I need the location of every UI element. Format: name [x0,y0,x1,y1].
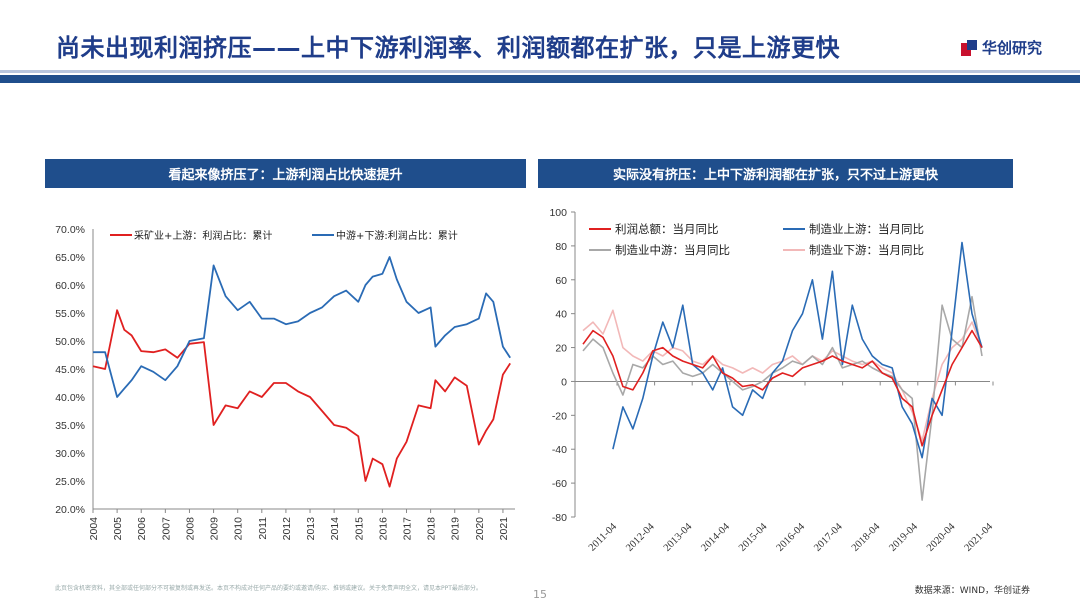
x-tick-label: 2007 [160,517,172,541]
y-tick-label: -60 [552,478,567,490]
data-source: 数据来源：WIND，华创证券 [914,586,1030,596]
series-line-1 [93,256,511,398]
y-tick-label: 65.0% [55,252,85,264]
series-line-0 [582,329,983,447]
header-thin-rule [0,70,1080,73]
logo-mark-icon [960,39,977,56]
y-tick-label: 40.0% [55,392,85,404]
y-tick-label: 70.0% [55,224,85,236]
x-tick-label: 2010 [233,517,245,541]
series-line-1 [612,241,983,459]
x-tick-label: 2016-04 [775,521,808,554]
y-tick-label: 50.0% [55,336,85,348]
x-tick-label: 2020 [474,517,486,541]
page-title: 尚未出现利润挤压——上中下游利润率、利润额都在扩张，只是上游更快 [56,34,840,62]
logo-text: 华创研究 [981,39,1042,57]
y-tick-label: 40 [555,309,567,321]
legend-label-1: 制造业上游：当月同比 [809,222,924,236]
y-tick-label: 35.0% [55,420,85,432]
x-tick-label: 2019 [450,517,462,541]
y-tick-label: 30.0% [55,448,85,460]
y-tick-label: 20 [555,343,567,355]
x-tick-label: 2011 [257,517,269,540]
y-tick-label: 55.0% [55,308,85,320]
x-tick-label: 2018-04 [850,521,883,554]
legend-label-1: 中游+下游:利润占比：累计 [336,229,458,242]
chart-profit-share: 20.0% 25.0% 30.0% 35.0% 40.0% 45.0% 50.0% 55.0%… [55,224,515,541]
x-tick-label: 2019-04 [887,521,920,554]
x-tick-label: 2009 [209,517,221,541]
y-tick-label: -20 [552,410,567,422]
x-tick-label: 2013-04 [662,521,695,554]
x-tick-label: 2021 [498,517,510,541]
x-tick-label: 2004 [88,517,100,541]
x-tick-label: 2020-04 [925,521,958,554]
legend-label-0: 利润总额：当月同比 [615,222,719,236]
x-tick-label: 2012-04 [624,521,657,554]
x-tick-label: 2012 [281,517,293,541]
x-tick-label: 2015 [353,517,365,541]
y-tick-label: 0 [561,376,567,388]
x-tick-label: 2017-04 [812,521,845,554]
header-rule [0,75,1080,83]
legend-label-0: 采矿业+上游：利润占比：累计 [134,229,272,242]
x-tick-label: 2018 [426,517,438,541]
y-tick-label: 60.0% [55,280,85,292]
x-tick-label: 2016 [377,517,389,541]
legend-label-2: 制造业中游：当月同比 [615,243,730,257]
x-tick-label: 2017 [401,517,413,541]
y-tick-label: 60 [555,275,567,287]
x-tick-label: 2014-04 [699,521,732,554]
x-tick-label: 2015-04 [737,521,770,554]
x-tick-label: 2021-04 [963,521,996,554]
x-tick-label: 2005 [112,517,124,541]
y-tick-label: -80 [552,512,567,524]
disclaimer: 此页包含机密资料，其全部或任何部分不可被复制或再发送。本页不构成对任何产品的要约… [55,585,482,592]
page-number: 15 [533,588,547,601]
x-tick-label: 2011-04 [587,521,620,554]
logo: 华创研究 [960,37,1042,58]
x-tick-label: 2014 [329,517,341,541]
x-tick-label: 2006 [136,517,148,541]
x-tick-label: 2008 [184,517,196,541]
x-tick-label: 2013 [305,517,317,541]
y-tick-label: 25.0% [55,476,85,488]
y-tick-label: 20.0% [55,504,85,516]
y-tick-label: -40 [552,444,567,456]
y-tick-label: 80 [555,241,567,253]
y-tick-label: 100 [549,207,567,219]
series-line-3 [582,309,983,442]
panel-title-right: 实际没有挤压：上中下游利润都在扩张，只不过上游更快 [538,159,1013,188]
y-tick-label: 45.0% [55,364,85,376]
panel-title-left: 看起来像挤压了：上游利润占比快速提升 [45,159,526,188]
legend-label-3: 制造业下游：当月同比 [809,243,924,257]
series-line-0 [92,309,511,488]
